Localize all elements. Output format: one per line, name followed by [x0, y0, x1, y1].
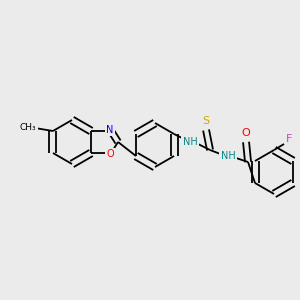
Text: F: F [286, 134, 292, 144]
Text: N: N [106, 125, 114, 135]
Text: CH₃: CH₃ [20, 122, 36, 131]
Text: NH: NH [221, 151, 236, 161]
Text: O: O [242, 128, 250, 138]
Text: NH: NH [183, 137, 197, 147]
Text: O: O [106, 149, 114, 159]
Text: S: S [202, 116, 210, 126]
